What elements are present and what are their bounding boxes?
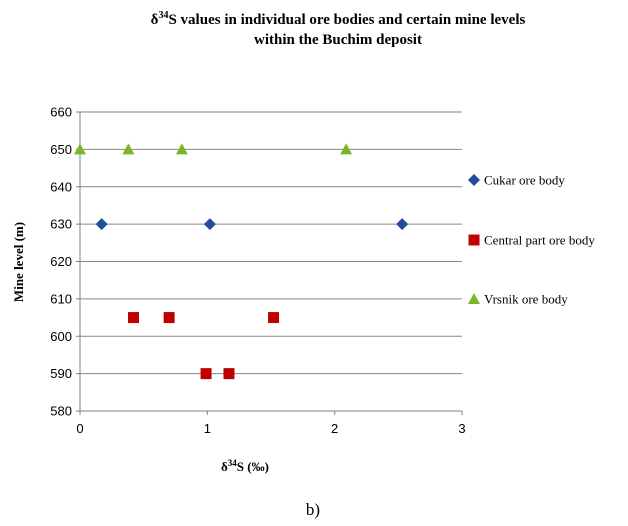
series-1	[127, 312, 280, 380]
data-point-s2-1	[122, 143, 135, 155]
x-tick-label-1: 1	[204, 421, 211, 436]
y-tick-label-600: 600	[50, 329, 72, 344]
data-point-s2-3	[340, 143, 353, 155]
legend-item-2: Vrsnik ore body	[468, 292, 568, 307]
data-point-s1-0	[127, 312, 139, 324]
data-point-s1-4	[223, 368, 235, 380]
legend-marker-2	[468, 293, 480, 304]
x-tick-labels: 0 1 2 3	[76, 411, 466, 436]
series-0	[95, 218, 409, 231]
legend-label-1: Central part ore body	[484, 233, 595, 248]
x-axis-label: δ34S (‰)	[221, 458, 269, 474]
y-tick-label-660: 660	[50, 105, 72, 120]
figure-caption: b)	[306, 500, 320, 519]
y-tick-label-620: 620	[50, 254, 72, 269]
plot-area: 580 590 600 610 620 630 640 650 660 0 1 2 3	[50, 105, 465, 437]
x-tick-label-3: 3	[458, 421, 465, 436]
data-point-s1-2	[268, 312, 280, 324]
data-point-s0-0	[95, 218, 108, 231]
legend-label-2: Vrsnik ore body	[484, 292, 568, 307]
data-point-s2-0	[74, 143, 86, 155]
y-tick-label-650: 650	[50, 142, 72, 157]
x-tick-label-0: 0	[76, 421, 83, 436]
legend-marker-1	[468, 234, 480, 246]
gridlines	[80, 111, 462, 375]
legend-item-1: Central part ore body	[468, 233, 595, 248]
data-point-s1-1	[163, 312, 175, 324]
legend: Cukar ore body Central part ore body Vrsni…	[468, 173, 595, 307]
y-tick-label-640: 640	[50, 179, 72, 194]
y-tick-label-590: 590	[50, 366, 72, 381]
data-point-s0-1	[203, 218, 216, 231]
x-tick-label-2: 2	[331, 421, 338, 436]
legend-item-0: Cukar ore body	[468, 173, 565, 188]
y-tick-label-630: 630	[50, 217, 72, 232]
chart-title-line-2: within the Buchim deposit	[254, 32, 422, 48]
legend-label-0: Cukar ore body	[484, 173, 565, 188]
data-point-s0-2	[396, 218, 409, 231]
legend-marker-0	[468, 174, 480, 186]
chart-title-line-1: δ34S values in individual ore bodies and…	[151, 10, 526, 28]
y-tick-label-580: 580	[50, 404, 72, 419]
y-axis-label: Mine level (m)	[11, 222, 26, 302]
series-2	[74, 143, 353, 155]
data-point-s2-2	[175, 143, 188, 155]
y-tick-label-610: 610	[50, 291, 72, 306]
data-point-s1-3	[200, 368, 212, 380]
data-points	[74, 143, 409, 380]
y-tick-labels: 580 590 600 610 620 630 640 650 660	[50, 105, 80, 419]
